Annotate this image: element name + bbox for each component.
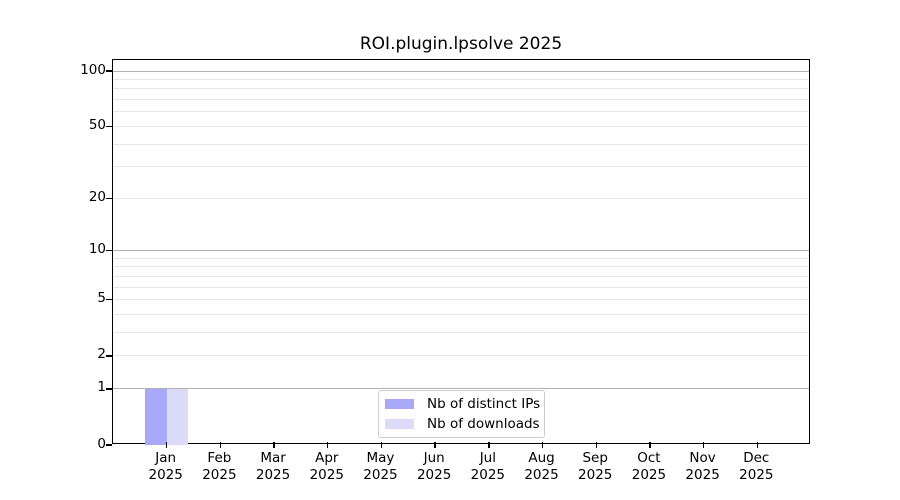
minor-gridline <box>113 197 809 199</box>
x-tick-month: May <box>366 450 395 466</box>
minor-gridline <box>113 88 809 90</box>
y-tick-label: 0 <box>97 435 106 452</box>
x-tick-month: Feb <box>207 450 232 466</box>
x-tick-mark <box>273 442 275 448</box>
x-tick-year: 2025 <box>255 467 291 483</box>
x-tick-mark <box>756 442 758 448</box>
x-tick-mark <box>541 442 544 448</box>
x-tick-month: Dec <box>743 450 770 466</box>
x-tick-year: 2025 <box>524 467 559 483</box>
x-tick-year: 2025 <box>739 467 774 483</box>
minor-gridline <box>113 299 809 301</box>
y-tick-mark <box>105 355 112 357</box>
x-tick-mark <box>219 442 222 448</box>
major-gridline <box>113 70 809 72</box>
x-tick-year: 2025 <box>202 467 237 483</box>
legend-label: Nb of downloads <box>427 416 540 432</box>
x-tick-month: Jun <box>423 450 445 466</box>
minor-gridline <box>113 78 809 80</box>
x-tick-label: Oct 2025 <box>609 450 689 484</box>
minor-gridline <box>113 286 809 288</box>
x-tick-label: Sep 2025 <box>555 450 635 484</box>
minor-gridline <box>113 355 809 357</box>
minor-gridline <box>113 125 809 127</box>
y-tick-mark <box>105 125 112 128</box>
y-tick-label: 10 <box>88 241 106 258</box>
y-tick-label: 2 <box>97 346 106 363</box>
x-tick-month: Mar <box>260 450 286 466</box>
x-tick-year: 2025 <box>416 467 452 483</box>
minor-gridline <box>113 143 809 145</box>
y-tick-label: 100 <box>80 61 106 78</box>
bar-downloads <box>166 388 189 445</box>
minor-gridline <box>113 111 809 113</box>
legend: Nb of distinct IPs Nb of downloads <box>378 390 545 438</box>
minor-gridline <box>113 257 809 259</box>
chart-title: ROI.plugin.lpsolve 2025 <box>359 34 563 54</box>
x-tick-label: Nov 2025 <box>663 450 743 484</box>
y-tick-label: 50 <box>88 116 106 133</box>
x-tick-month: Jul <box>479 450 496 466</box>
minor-gridline <box>113 332 809 334</box>
x-tick-year: 2025 <box>578 467 613 483</box>
x-tick-year: 2025 <box>309 467 344 483</box>
minor-gridline <box>113 314 809 316</box>
x-tick-label: Jan 2025 <box>126 450 206 484</box>
x-tick-year: 2025 <box>363 467 398 483</box>
y-tick-mark <box>105 197 112 199</box>
x-tick-month: Jan <box>155 450 177 466</box>
legend-swatch <box>385 419 414 429</box>
y-tick-label: 5 <box>97 290 106 307</box>
major-gridline <box>113 250 809 252</box>
x-tick-month: Aug <box>528 450 555 466</box>
y-tick-mark <box>105 249 112 252</box>
x-tick-month: Nov <box>689 450 716 466</box>
x-tick-mark <box>595 442 597 448</box>
x-tick-mark <box>165 442 168 448</box>
y-tick-label: 20 <box>88 188 106 205</box>
x-tick-mark <box>327 442 329 448</box>
y-tick-mark <box>105 299 112 301</box>
minor-gridline <box>113 99 809 101</box>
y-tick-label: 1 <box>97 379 106 396</box>
x-tick-label: Jul 2025 <box>448 450 528 484</box>
y-tick-mark <box>105 70 112 72</box>
x-tick-year: 2025 <box>148 467 183 483</box>
x-tick-label: Feb 2025 <box>179 450 259 484</box>
x-tick-month: Sep <box>582 450 608 466</box>
x-tick-label: Dec 2025 <box>716 450 796 484</box>
y-tick-mark <box>105 444 112 446</box>
minor-gridline <box>113 266 809 268</box>
x-tick-mark <box>702 442 705 448</box>
x-tick-year: 2025 <box>470 467 506 483</box>
x-tick-label: Mar 2025 <box>233 450 313 484</box>
x-tick-year: 2025 <box>631 467 667 483</box>
legend-item: Nb of distinct IPs <box>385 396 544 413</box>
y-tick-mark <box>105 388 112 390</box>
x-tick-mark <box>380 442 383 448</box>
x-tick-label: May 2025 <box>340 450 420 484</box>
legend-swatch <box>385 399 414 409</box>
bar-distinct-ips <box>145 388 167 445</box>
x-tick-label: Jun 2025 <box>394 450 474 484</box>
x-tick-month: Oct <box>637 450 661 466</box>
major-gridline <box>113 388 809 390</box>
x-tick-mark <box>434 442 436 448</box>
minor-gridline <box>113 166 809 168</box>
plot-area <box>105 59 810 448</box>
minor-gridline <box>113 275 809 277</box>
x-tick-month: Apr <box>315 450 339 466</box>
legend-item: Nb of downloads <box>385 416 544 433</box>
x-tick-label: Aug 2025 <box>502 450 582 484</box>
x-tick-mark <box>649 442 651 448</box>
x-tick-label: Apr 2025 <box>287 450 367 484</box>
legend-label: Nb of distinct IPs <box>427 396 541 412</box>
x-tick-mark <box>488 442 490 448</box>
x-tick-year: 2025 <box>685 467 720 483</box>
